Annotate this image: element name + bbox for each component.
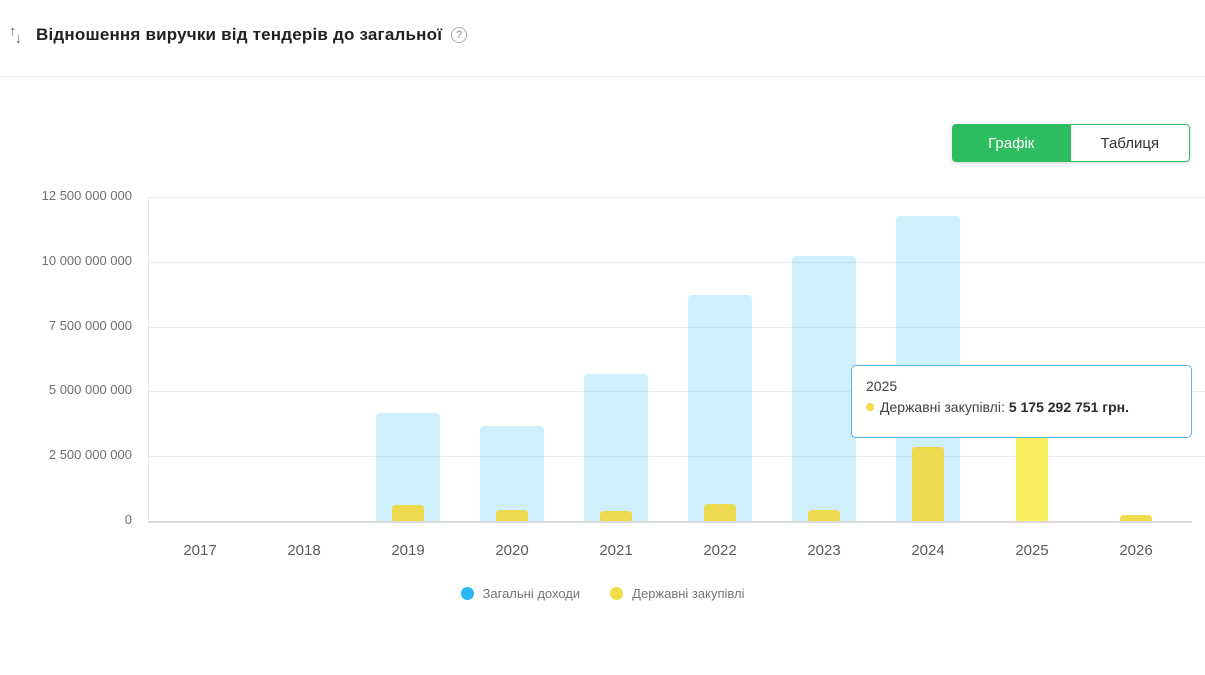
widget-header: ↑ ↓ Відношення виручки від тендерів до за… — [9, 23, 468, 47]
y-axis-label: 7 500 000 000 — [48, 318, 132, 333]
x-axis-label-2023: 2023 — [807, 542, 841, 559]
x-axis-label-2019: 2019 — [391, 542, 425, 559]
legend-item-procurement[interactable]: Державні закупівлі — [610, 586, 744, 601]
header-divider — [0, 76, 1205, 77]
x-axis-label-2024: 2024 — [911, 542, 945, 559]
chart-tooltip: 2025 Державні закупівлі: 5 175 292 751 г… — [851, 365, 1192, 438]
bar-2024-procurement[interactable] — [912, 447, 944, 521]
y-axis-label: 2 500 000 000 — [48, 447, 132, 462]
gridline — [148, 456, 1205, 457]
tab-chart[interactable]: Графік — [952, 124, 1071, 162]
tooltip-series-label: Державні закупівлі: — [880, 399, 1005, 415]
x-axis-line — [148, 521, 1192, 523]
chart-legend: Загальні доходи Державні закупівлі — [0, 586, 1205, 601]
gridline — [148, 391, 1205, 392]
bar-2023-total-revenue[interactable] — [792, 256, 856, 521]
legend-dot-total-revenue — [460, 587, 474, 600]
x-axis-label-2026: 2026 — [1119, 542, 1153, 559]
bar-2021-procurement[interactable] — [600, 511, 632, 521]
bar-2022-procurement[interactable] — [704, 504, 736, 521]
y-axis-label: 10 000 000 000 — [41, 253, 132, 268]
tooltip-year: 2025 — [866, 378, 898, 394]
x-axis-label-2021: 2021 — [599, 542, 633, 559]
tooltip-row: Державні закупівлі: 5 175 292 751 грн. — [866, 399, 1177, 415]
y-axis-label: 0 — [124, 512, 132, 527]
bar-2023-procurement[interactable] — [808, 510, 840, 521]
gridline — [148, 197, 1205, 198]
page-title: Відношення виручки від тендерів до загал… — [36, 25, 443, 44]
legend-dot-procurement — [610, 587, 624, 600]
y-axis-label: 12 500 000 000 — [41, 188, 132, 203]
y-axis-label: 5 000 000 000 — [48, 382, 132, 397]
x-axis-label-2018: 2018 — [287, 542, 321, 559]
x-axis: 2017 2018 2019 2020 2021 2022 2023 2024 2025 2026 — [148, 542, 1188, 559]
gridline — [148, 262, 1205, 263]
x-axis-label-2022: 2022 — [703, 542, 737, 559]
x-axis-label-2017: 2017 — [183, 542, 217, 559]
x-axis-label-2020: 2020 — [495, 542, 529, 559]
bar-2020-procurement[interactable] — [496, 510, 528, 521]
x-axis-label-2025: 2025 — [1015, 542, 1049, 559]
bar-2026-procurement[interactable] — [1120, 515, 1152, 521]
bar-2019-total-revenue[interactable] — [376, 413, 440, 521]
legend-label-total-revenue: Загальні доходи — [482, 586, 581, 601]
view-toggle: Графік Таблиця — [952, 124, 1190, 162]
tooltip-value: 5 175 292 751 грн. — [1008, 399, 1129, 415]
y-axis-line — [148, 197, 149, 522]
bar-2022-total-revenue[interactable] — [688, 295, 752, 521]
tab-table[interactable]: Таблиця — [1070, 124, 1190, 162]
bar-2020-total-revenue[interactable] — [480, 426, 544, 521]
bar-2019-procurement[interactable] — [392, 505, 424, 521]
help-icon[interactable]: ? — [451, 27, 468, 43]
bar-2021-total-revenue[interactable] — [584, 374, 648, 521]
gridline — [148, 327, 1205, 328]
tooltip-series-dot — [866, 403, 874, 411]
legend-item-total-revenue[interactable]: Загальні доходи — [460, 586, 581, 601]
sort-icon[interactable]: ↑ ↓ — [9, 23, 22, 47]
legend-label-procurement: Державні закупівлі — [632, 586, 745, 601]
